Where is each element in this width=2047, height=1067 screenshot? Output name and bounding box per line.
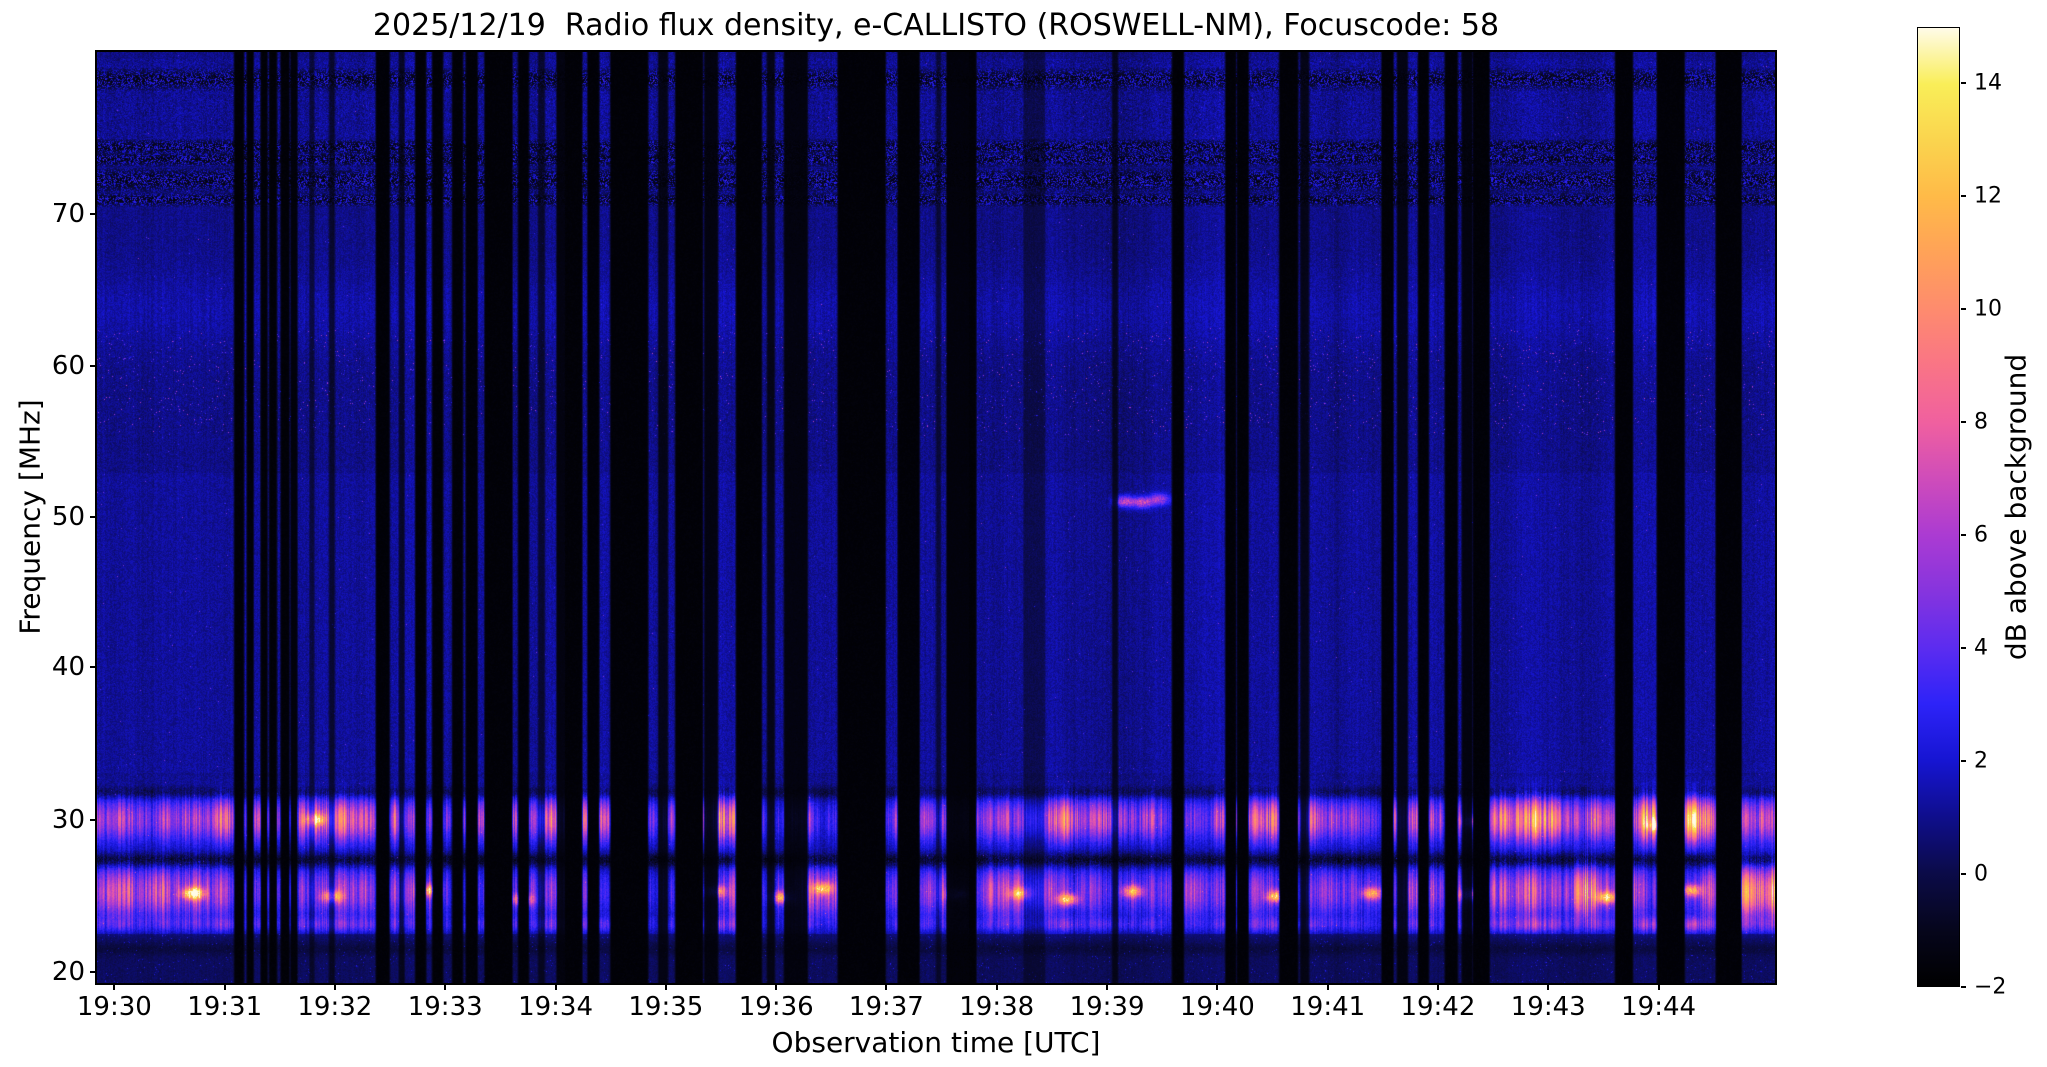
colorbar-tick-mark (1961, 534, 1966, 537)
x-tick-mark (1436, 985, 1439, 990)
y-tick-mark (90, 971, 95, 973)
chart-title: 2025/12/19 Radio flux density, e-CALLIST… (372, 8, 1500, 43)
y-tick-label: 60 (51, 351, 85, 382)
x-tick-label: 19:43 (1510, 992, 1586, 1022)
colorbar-tick-label: 12 (1974, 183, 2002, 209)
x-tick-label: 19:37 (848, 992, 924, 1022)
colorbar-tick-label: 8 (1974, 409, 1988, 435)
x-tick-label: 19:39 (1069, 992, 1145, 1022)
colorbar-tick-label: −2 (1974, 974, 2007, 1000)
x-tick-mark (1326, 985, 1329, 990)
colorbar-tick-mark (1961, 986, 1966, 988)
x-tick-label: 19:32 (297, 992, 373, 1022)
x-axis-label: Observation time [UTC] (771, 1026, 1101, 1059)
y-tick-mark (90, 666, 95, 668)
x-tick-label: 19:38 (959, 992, 1035, 1022)
colorbar-tick-label: 4 (1974, 635, 1988, 661)
colorbar-tick-mark (1961, 647, 1966, 650)
x-tick-mark (995, 985, 998, 990)
x-tick-mark (444, 985, 447, 990)
colorbar-tick-mark (1961, 82, 1966, 85)
y-tick-label: 40 (51, 652, 85, 682)
colorbar-tick-mark (1961, 308, 1966, 311)
spectrogram-plot-area (95, 50, 1777, 985)
x-tick-mark (664, 985, 667, 990)
colorbar-tick-mark (1961, 421, 1966, 424)
x-tick-label: 19:44 (1621, 992, 1697, 1022)
y-tick-mark (90, 365, 95, 368)
colorbar-tick-mark (1961, 760, 1966, 763)
x-tick-mark (1547, 985, 1550, 990)
spectrogram-canvas (97, 52, 1775, 983)
x-tick-mark (223, 985, 226, 990)
x-tick-mark (333, 985, 336, 990)
x-tick-label: 19:40 (1179, 992, 1255, 1022)
x-tick-mark (554, 985, 557, 990)
x-tick-label: 19:30 (76, 992, 152, 1022)
x-tick-label: 19:35 (628, 992, 704, 1022)
x-tick-mark (1657, 985, 1660, 990)
y-tick-mark (90, 212, 95, 215)
colorbar-tick-label: 6 (1974, 522, 1988, 548)
x-tick-label: 19:33 (407, 992, 483, 1022)
y-tick-label: 20 (51, 957, 85, 987)
y-tick-mark (90, 516, 95, 519)
colorbar-tick-label: 0 (1974, 861, 1988, 887)
x-tick-label: 19:41 (1290, 992, 1366, 1022)
x-tick-label: 19:31 (187, 992, 263, 1022)
y-tick-label: 70 (51, 198, 85, 229)
x-tick-mark (1216, 985, 1219, 990)
y-tick-label: 30 (51, 804, 85, 835)
colorbar-tick-label: 2 (1974, 748, 1988, 774)
y-axis-label: Frequency [MHz] (13, 399, 47, 635)
colorbar-label: dB above background (1999, 353, 2033, 661)
colorbar-tick-label: 10 (1974, 296, 2002, 322)
x-tick-label: 19:36 (738, 992, 814, 1022)
x-tick-mark (885, 985, 888, 990)
x-tick-label: 19:42 (1400, 992, 1476, 1022)
y-tick-mark (90, 818, 95, 821)
y-tick-label: 50 (51, 502, 85, 533)
colorbar-tick-label: 14 (1974, 70, 2002, 96)
colorbar-tick-mark (1961, 195, 1966, 198)
x-tick-label: 19:34 (518, 992, 593, 1022)
colorbar-gradient (1918, 28, 1959, 986)
x-tick-mark (1106, 985, 1109, 990)
colorbar-tick-mark (1961, 873, 1966, 876)
colorbar (1917, 27, 1960, 987)
x-tick-mark (113, 985, 116, 990)
x-tick-mark (775, 985, 778, 990)
